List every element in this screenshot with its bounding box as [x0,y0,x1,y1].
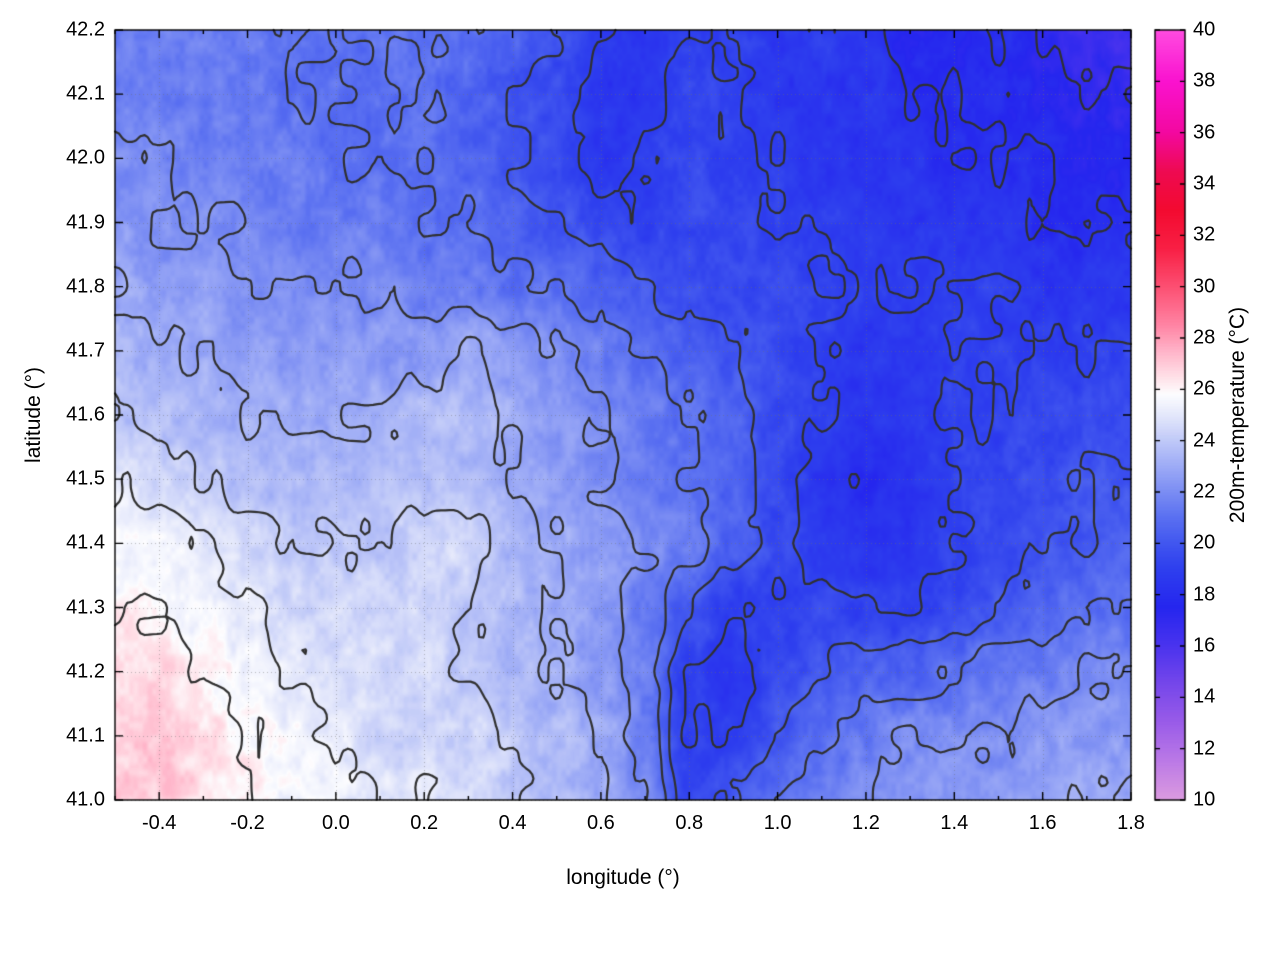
y-axis-label: latitude (°) [22,367,45,463]
x-tick-label: -0.2 [230,812,265,834]
y-tick-label: 41.7 [66,339,105,362]
colorbar-tick-label: 40 [1193,18,1216,41]
colorbar-tick-label: 26 [1193,377,1216,400]
colorbar-tick-label: 14 [1193,685,1216,708]
y-tick-label: 41.2 [66,660,105,683]
colorbar-tick-label: 34 [1193,172,1216,195]
x-tick-label: 1.4 [940,812,969,834]
x-tick-label: 0.0 [321,812,350,834]
y-tick-label: 42.2 [66,18,105,41]
y-tick-label: 41.0 [66,788,105,811]
x-tick-label: 0.8 [675,812,704,834]
colorbar-tick-label: 24 [1193,429,1216,452]
colorbar-tick-label: 10 [1193,788,1216,811]
x-tick-label: 1.8 [1117,812,1145,834]
y-tick-label: 41.5 [66,467,105,490]
x-tick-label: 1.0 [763,812,792,834]
x-tick-label: 0.2 [410,812,439,834]
x-tick-label: 1.6 [1028,812,1057,834]
colorbar-label: 200m-temperature (°C) [1226,306,1249,524]
colorbar-tick-label: 18 [1193,583,1216,606]
y-tick-label: 41.6 [66,403,105,426]
y-tick-label: 41.4 [66,531,105,554]
colorbar-tick-label: 36 [1193,121,1216,144]
colorbar-tick-label: 32 [1193,223,1216,246]
y-tick-label: 41.9 [66,211,105,233]
colorbar-tick-label: 22 [1193,480,1216,503]
y-tick-label: 42.0 [66,146,105,169]
x-tick-label: -0.4 [141,812,177,834]
colorbar-tick-label: 12 [1193,737,1216,760]
colorbar-tick-label: 16 [1193,634,1216,657]
colorbar-tick-label: 20 [1193,531,1216,554]
x-tick-label: 0.4 [498,812,527,834]
colorbar-tick-label: 30 [1193,275,1216,298]
y-tick-label: 41.1 [66,724,105,747]
y-tick-label: 41.3 [66,596,105,618]
y-tick-label: 41.8 [66,275,105,298]
colorbar-tick-label: 28 [1193,326,1216,349]
x-tick-label: 0.6 [587,812,615,834]
colorbar-tick-label: 38 [1193,69,1216,92]
x-tick-label: 1.2 [852,812,880,834]
x-axis-label: longitude (°) [566,866,680,889]
y-tick-label: 42.1 [66,82,105,105]
